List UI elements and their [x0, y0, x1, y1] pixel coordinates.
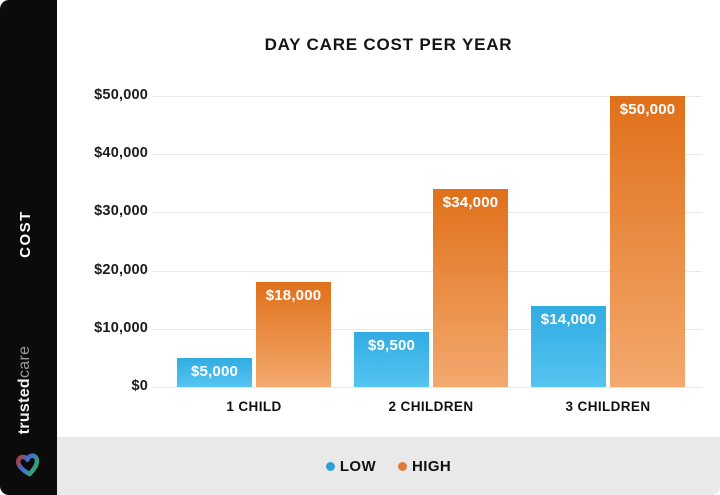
y-axis-tick-label: $0: [131, 378, 148, 394]
high-bar: $50,000: [610, 96, 685, 387]
gridline: [152, 212, 702, 214]
y-axis-tick-label: $30,000: [94, 203, 148, 220]
bar-value-label: $5,000: [190, 363, 239, 380]
gridline: [152, 387, 702, 388]
legend-label: HIGH: [412, 457, 452, 475]
y-axis-tick-label: $40,000: [94, 145, 148, 162]
low-bar: $5,000: [177, 358, 252, 387]
legend: LOW HIGH: [57, 437, 720, 495]
brand-wordmark-bold: trusted: [16, 378, 33, 435]
gridline: [152, 328, 702, 330]
bar-value-label: $9,500: [367, 337, 416, 354]
bar-group: $14,000 $50,000: [531, 96, 685, 387]
heart-logo-icon: [16, 453, 40, 477]
high-bar: $18,000: [256, 282, 331, 387]
gridline: [152, 154, 702, 156]
y-axis-tick-label: $20,000: [94, 261, 148, 278]
bar-value-label: $50,000: [619, 101, 676, 118]
y-axis-tick-label: $50,000: [94, 87, 148, 103]
x-axis-tick-label: 2 CHILDREN: [388, 399, 474, 414]
bar-value-label: $14,000: [540, 311, 597, 328]
legend-label: LOW: [339, 457, 377, 475]
legend-dot-icon: [325, 461, 335, 471]
legend-dot-icon: [398, 461, 408, 471]
low-bar: $9,500: [354, 332, 429, 387]
brand-wordmark: trustedcare: [16, 329, 38, 451]
bar-value-label: $18,000: [265, 287, 322, 304]
x-axis-tick-label: 3 CHILDREN: [565, 399, 651, 414]
bar-group: $5,000 $18,000: [177, 282, 331, 387]
sidebar: COST trustedcare: [0, 0, 57, 495]
chart-title: DAY CARE COST PER YEAR: [264, 35, 513, 54]
bar-value-label: $34,000: [442, 194, 499, 211]
y-axis-tick-label: $10,000: [94, 319, 148, 336]
gridline: [152, 96, 702, 97]
brand-wordmark-light: care: [16, 345, 33, 378]
plot-area: $5,000 $18,000 $9,500 $34,000 $14,000 $50,000: [152, 96, 702, 388]
legend-item-high: HIGH: [398, 458, 451, 475]
high-bar: $34,000: [433, 189, 508, 387]
y-axis-title: COST: [17, 210, 34, 258]
bar-group: $9,500 $34,000: [354, 189, 508, 387]
low-bar: $14,000: [531, 306, 606, 387]
x-axis-tick-label: 1 CHILD: [226, 399, 282, 414]
legend-item-low: LOW: [325, 457, 377, 475]
gridline: [152, 270, 702, 272]
